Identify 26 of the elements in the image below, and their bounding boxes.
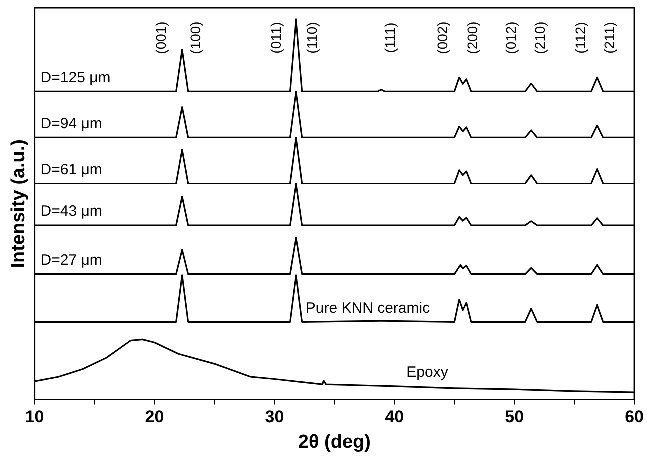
series-label: D=43 μm — [40, 203, 102, 220]
x-tick-label: 30 — [265, 408, 284, 427]
x-tick-label: 40 — [385, 408, 404, 427]
x-axis-title: 2θ (deg) — [298, 432, 371, 453]
x-tick-label: 10 — [25, 408, 44, 427]
x-tick-label: 50 — [505, 408, 524, 427]
annotation: (210) — [532, 22, 548, 54]
x-tick-label: 20 — [145, 408, 164, 427]
series-label: D=61 μm — [40, 161, 102, 178]
series-label: D=125 μm — [40, 69, 111, 86]
annotation: (111) — [382, 22, 398, 54]
series-label: D=94 μm — [40, 115, 102, 132]
series-label: D=27 μm — [40, 252, 102, 269]
annotation: (200) — [464, 22, 481, 54]
annotation: (002) — [434, 22, 451, 54]
annotation: (211) — [601, 22, 618, 54]
annotation: (100) — [188, 22, 204, 54]
annotation: (001) — [152, 22, 169, 54]
y-axis-title: Intensity (a.u.) — [8, 140, 30, 268]
annotation: (112) — [572, 22, 589, 54]
annotation: (110) — [304, 22, 320, 54]
annotation: (011) — [268, 22, 284, 54]
annotation: (012) — [503, 22, 520, 54]
x-tick-label: 60 — [625, 408, 644, 427]
series-label: Epoxy — [406, 364, 449, 382]
series-label: Pure KNN ceramic — [306, 300, 431, 317]
